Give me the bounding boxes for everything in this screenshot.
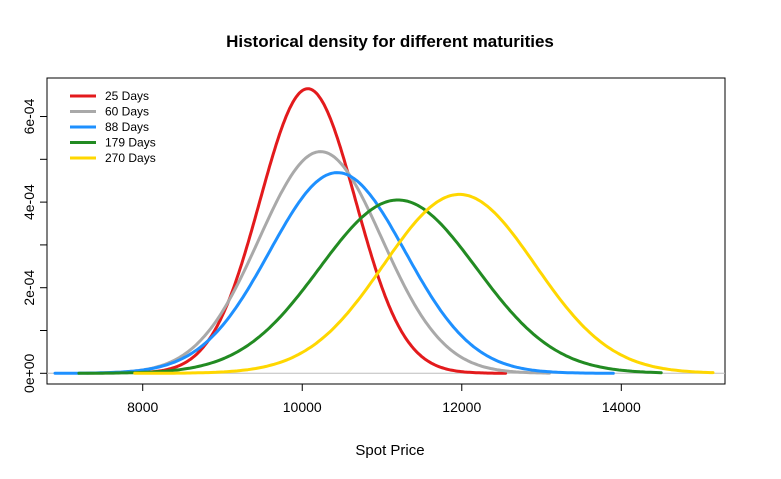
- y-tick-label: 6e-04: [21, 98, 37, 134]
- series-line-88-days: [53, 171, 615, 375]
- y-tick-label: 2e-04: [21, 270, 37, 306]
- x-tick-label: 12000: [442, 399, 481, 415]
- legend-label: 179 Days: [105, 136, 156, 150]
- x-tick-label: 14000: [602, 399, 641, 415]
- series-line-270-days: [133, 192, 715, 375]
- series-line-179-days: [77, 198, 663, 375]
- legend-label: 88 Days: [105, 120, 149, 134]
- x-tick-label: 8000: [127, 399, 158, 415]
- legend-label: 270 Days: [105, 151, 156, 165]
- legend-label: 25 Days: [105, 89, 149, 103]
- chart-title: Historical density for different maturit…: [226, 32, 554, 51]
- y-tick-label: 0e+00: [21, 353, 37, 393]
- plot-frame: [46, 77, 726, 385]
- series-line-25-days: [141, 87, 508, 375]
- x-tick-label: 10000: [283, 399, 322, 415]
- series-lines: [53, 87, 715, 375]
- y-tick-label: 4e-04: [21, 184, 37, 220]
- legend-label: 60 Days: [105, 105, 149, 119]
- y-axis: 0e+00 2e-04 4e-04 6e-04: [21, 98, 47, 393]
- x-axis-label: Spot Price: [355, 442, 424, 459]
- x-axis: 8000 10000 12000 14000: [127, 384, 641, 415]
